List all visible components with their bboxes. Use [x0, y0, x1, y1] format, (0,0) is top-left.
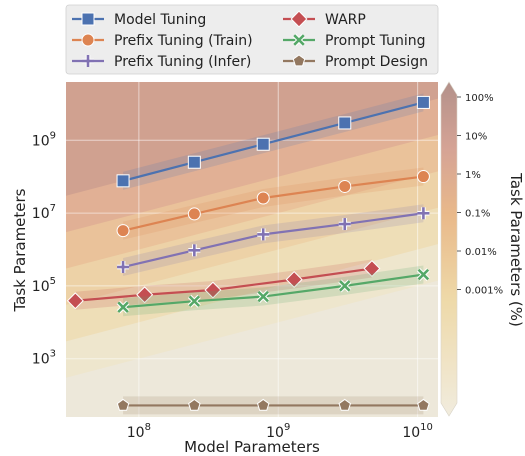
legend-label: Prompt Design: [325, 54, 428, 70]
y-tick-label: 109: [32, 130, 56, 149]
y-tick-label: 107: [32, 203, 56, 222]
data-point: [257, 228, 270, 241]
data-point: [417, 398, 430, 411]
legend-marker: [82, 55, 94, 67]
data-point: [116, 174, 130, 188]
legend-item-prefix-tuning-infer: Prefix Tuning (Infer): [72, 54, 251, 70]
y-tick-label: 105: [32, 276, 56, 295]
data-point: [338, 218, 351, 231]
legend-item-prompt-design: Prompt Design: [283, 54, 428, 70]
series-prompt-design: [116, 396, 430, 415]
data-point: [188, 244, 201, 257]
legend-label: WARP: [325, 12, 366, 28]
data-point: [338, 116, 352, 130]
legend-label: Prompt Tuning: [325, 33, 426, 49]
colorbar-tick-label: 1%: [465, 170, 481, 181]
legend-marker: [292, 33, 306, 47]
data-point: [256, 290, 270, 303]
colorbar-ticks: 100% 10% 1% 0.1% 0.01% 0.001%: [457, 93, 503, 297]
data-point: [416, 170, 430, 184]
colorbar-tick-label: 100%: [465, 93, 494, 104]
data-point: [417, 207, 430, 220]
series-prefix-tuning-infer: [117, 204, 430, 277]
legend-item-prefix-tuning-train: Prefix Tuning (Train): [72, 33, 253, 49]
series-layer: [66, 93, 430, 415]
x-tick-label: 108: [127, 422, 151, 441]
data-point: [285, 270, 303, 288]
legend-item-warp: WARP: [283, 10, 366, 28]
legend-label: Prefix Tuning (Infer): [114, 54, 251, 70]
colorbar-title: Task Parameters (%): [507, 172, 525, 327]
colorbar-outline: [440, 81, 458, 417]
data-point: [416, 268, 430, 281]
y-tick-label: 103: [32, 349, 56, 368]
x-tick-label: 109: [266, 422, 290, 441]
data-point: [256, 191, 270, 205]
colorbar: 100% 10% 1% 0.1% 0.01% 0.001% Task Parameters…: [440, 81, 525, 417]
data-point: [66, 292, 84, 310]
data-point: [116, 398, 130, 411]
data-point: [117, 261, 130, 274]
x-axis-title: Model Parameters: [184, 438, 320, 456]
data-point: [363, 260, 381, 278]
x-tick-label: 1010: [402, 422, 433, 441]
data-point: [187, 207, 201, 221]
data-point: [256, 137, 270, 151]
colorbar-body: [441, 82, 457, 416]
series-warp: [66, 259, 381, 310]
series-prefix-tuning-train: [116, 167, 430, 240]
data-point: [338, 179, 352, 193]
data-point: [136, 286, 154, 304]
y-axis-ticks: 103 105 107 109: [32, 130, 56, 367]
colorbar-tick-label: 0.001%: [465, 286, 503, 297]
legend-box: [65, 4, 439, 75]
legend-marker: [81, 33, 95, 47]
data-point: [204, 281, 222, 299]
data-point: [116, 300, 130, 314]
legend: Model Tuning Prefix Tuning (Train) Prefix …: [65, 4, 439, 75]
legend-label: Model Tuning: [114, 12, 206, 28]
data-point: [116, 224, 130, 238]
grid: [66, 82, 438, 417]
band-100-pct: [66, 82, 438, 196]
series-prompt-tuning: [116, 265, 430, 317]
data-point: [187, 294, 201, 308]
legend-item-prompt-tuning: Prompt Tuning: [283, 33, 426, 49]
data-point: [187, 155, 201, 169]
data-point: [256, 398, 270, 411]
legend-label: Prefix Tuning (Train): [114, 33, 253, 49]
colorbar-tick-label: 10%: [465, 132, 487, 143]
data-point: [338, 398, 352, 411]
data-point: [416, 95, 430, 109]
series-model-tuning: [116, 93, 430, 190]
x-axis-ticks: 108 109 1010: [127, 422, 433, 441]
y-axis-title: Task Parameters: [11, 188, 29, 312]
legend-marker: [290, 10, 308, 28]
colorbar-tick-label: 0.1%: [465, 209, 490, 220]
data-point: [338, 279, 352, 293]
data-point: [188, 398, 201, 411]
legend-marker: [292, 54, 306, 67]
legend-marker: [81, 12, 95, 26]
legend-item-model-tuning: Model Tuning: [72, 12, 206, 28]
colorbar-tick-label: 0.01%: [465, 247, 497, 258]
